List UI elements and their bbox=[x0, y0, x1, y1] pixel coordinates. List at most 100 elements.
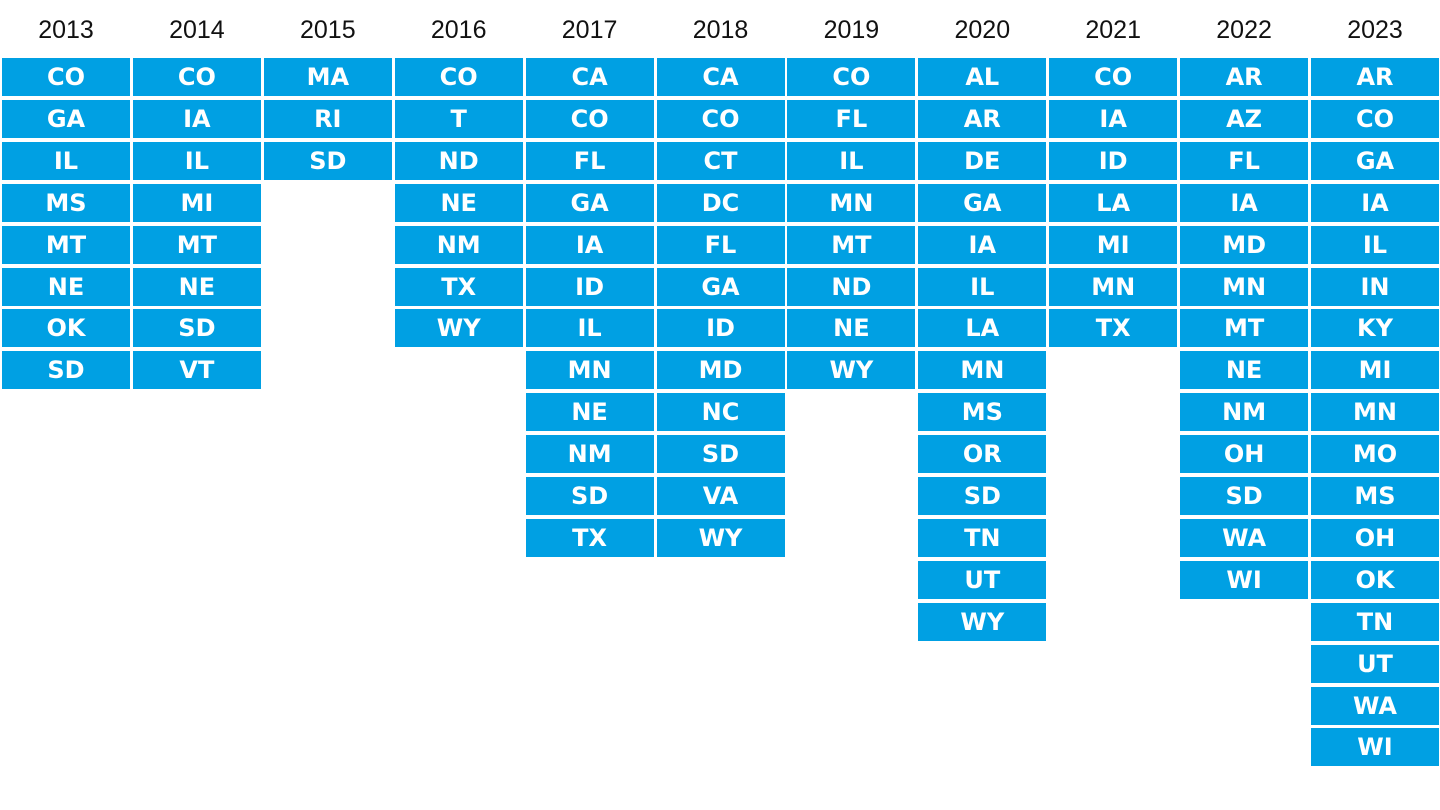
state-cell: WA bbox=[1180, 518, 1309, 557]
state-cell: OH bbox=[1180, 435, 1309, 474]
state-cell: FL bbox=[525, 141, 654, 180]
state-cell: SD bbox=[132, 309, 261, 348]
state-cell: MT bbox=[132, 225, 261, 264]
state-cell: IL bbox=[525, 309, 654, 348]
state-cell: MN bbox=[525, 351, 654, 390]
state-cell: WY bbox=[787, 351, 916, 390]
state-cell: SD bbox=[1180, 477, 1309, 515]
state-cell: SD bbox=[918, 477, 1047, 515]
state-cell: WY bbox=[656, 518, 785, 557]
state-cell: IN bbox=[1311, 267, 1439, 306]
state-cell: FL bbox=[656, 225, 785, 264]
state-cell: TX bbox=[1049, 309, 1178, 348]
year-header: 2016 bbox=[430, 16, 487, 44]
state-cell: OR bbox=[918, 435, 1047, 474]
state-cell: MN bbox=[918, 351, 1047, 390]
state-cell: NM bbox=[525, 435, 654, 474]
state-cell: NC bbox=[656, 393, 785, 432]
year-header: 2017 bbox=[561, 16, 618, 44]
state-cell: UT bbox=[1311, 644, 1439, 683]
state-cell: GA bbox=[2, 99, 130, 138]
state-cell: OK bbox=[2, 309, 130, 348]
state-cell: GA bbox=[656, 267, 785, 306]
state-cell: AR bbox=[1180, 58, 1309, 96]
state-cell: WI bbox=[1180, 560, 1309, 599]
state-cell: TN bbox=[1311, 602, 1439, 641]
state-cell: AR bbox=[1311, 58, 1439, 96]
state-cell: IL bbox=[2, 141, 130, 180]
state-cell: MS bbox=[1311, 477, 1439, 515]
state-cell: NM bbox=[1180, 393, 1309, 432]
state-cell: IA bbox=[1049, 99, 1178, 138]
state-cell: CO bbox=[1311, 99, 1439, 138]
state-cell: ID bbox=[525, 267, 654, 306]
state-cell: GA bbox=[1311, 141, 1439, 180]
state-cell: MD bbox=[656, 351, 785, 390]
state-cell: NE bbox=[525, 393, 654, 432]
state-cell: WY bbox=[918, 602, 1047, 641]
state-cell: OH bbox=[1311, 518, 1439, 557]
state-cell: CT bbox=[656, 141, 785, 180]
state-cell: WY bbox=[394, 309, 523, 348]
state-cell: CO bbox=[132, 58, 261, 96]
state-cell: T bbox=[394, 99, 523, 138]
state-cell: ID bbox=[1049, 141, 1178, 180]
state-cell: CO bbox=[1049, 58, 1178, 96]
state-cell: IL bbox=[132, 141, 261, 180]
state-cell: DC bbox=[656, 183, 785, 222]
year-header: 2020 bbox=[954, 16, 1011, 44]
state-cell: MT bbox=[787, 225, 916, 264]
state-cell: WI bbox=[1311, 728, 1439, 767]
state-cell: VT bbox=[132, 351, 261, 390]
state-cell: IA bbox=[1180, 183, 1309, 222]
year-header: 2021 bbox=[1085, 16, 1141, 44]
state-cell: ND bbox=[394, 141, 523, 180]
state-cell: MI bbox=[1311, 351, 1439, 390]
year-header: 2015 bbox=[299, 16, 356, 44]
state-cell: TX bbox=[525, 518, 654, 557]
year-header: 2022 bbox=[1216, 16, 1272, 44]
state-cell: ID bbox=[656, 309, 785, 348]
state-cell: NE bbox=[1180, 351, 1309, 390]
state-cell: NE bbox=[787, 309, 916, 348]
state-cell: MO bbox=[1311, 435, 1439, 474]
state-cell: CO bbox=[394, 58, 523, 96]
state-cell: CO bbox=[787, 58, 916, 96]
state-cell: AL bbox=[918, 58, 1047, 96]
state-cell: CO bbox=[525, 99, 654, 138]
year-header: 2013 bbox=[38, 16, 94, 44]
state-cell: DE bbox=[918, 141, 1047, 180]
state-cell: ND bbox=[787, 267, 916, 306]
state-cell: MN bbox=[1311, 393, 1439, 432]
state-cell: IA bbox=[525, 225, 654, 264]
state-cell: AR bbox=[918, 99, 1047, 138]
state-cell: CA bbox=[656, 58, 785, 96]
state-cell: MD bbox=[1180, 225, 1309, 264]
state-cell: TX bbox=[394, 267, 523, 306]
state-cell: NE bbox=[394, 183, 523, 222]
state-cell: CO bbox=[656, 99, 785, 138]
state-cell: IA bbox=[132, 99, 261, 138]
year-header: 2018 bbox=[692, 16, 749, 44]
state-cell: MN bbox=[1049, 267, 1178, 306]
state-cell: MI bbox=[132, 183, 261, 222]
state-cell: GA bbox=[918, 183, 1047, 222]
state-cell: KY bbox=[1311, 309, 1439, 348]
state-cell: NE bbox=[2, 267, 130, 306]
state-cell: MS bbox=[918, 393, 1047, 432]
state-cell: SD bbox=[263, 141, 392, 180]
state-cell: MA bbox=[263, 58, 392, 96]
state-cell: AZ bbox=[1180, 99, 1309, 138]
year-header: 2023 bbox=[1347, 16, 1403, 44]
state-cell: IA bbox=[918, 225, 1047, 264]
state-cell: VA bbox=[656, 477, 785, 515]
state-cell: SD bbox=[2, 351, 130, 390]
state-cell: FL bbox=[1180, 141, 1309, 180]
state-cell: IL bbox=[787, 141, 916, 180]
state-cell: OK bbox=[1311, 560, 1439, 599]
state-cell: LA bbox=[1049, 183, 1178, 222]
state-cell: UT bbox=[918, 560, 1047, 599]
state-cell: IA bbox=[1311, 183, 1439, 222]
state-cell: IL bbox=[1311, 225, 1439, 264]
